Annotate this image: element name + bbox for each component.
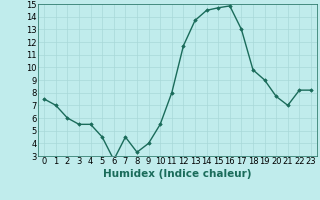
- X-axis label: Humidex (Indice chaleur): Humidex (Indice chaleur): [103, 169, 252, 179]
